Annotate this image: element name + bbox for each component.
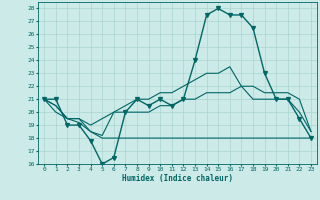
X-axis label: Humidex (Indice chaleur): Humidex (Indice chaleur) <box>122 174 233 183</box>
